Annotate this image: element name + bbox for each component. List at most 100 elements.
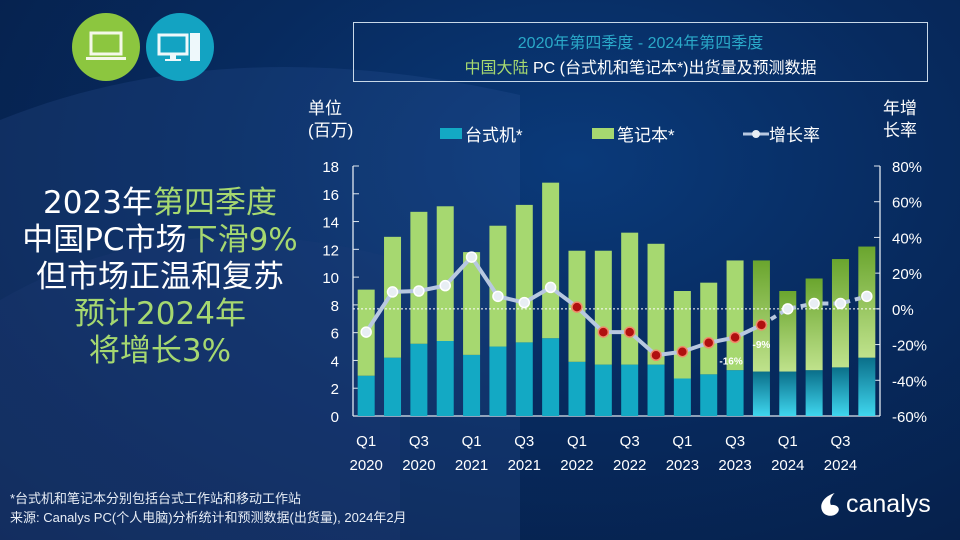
bar-notebook	[410, 211, 428, 344]
growth-point	[702, 337, 715, 349]
legend-desktop: 台式机*	[440, 121, 523, 146]
x-tick-label: 2022	[560, 457, 593, 474]
bar-notebook	[542, 182, 560, 339]
growth-point	[782, 303, 794, 315]
growth-point	[808, 297, 820, 310]
bar-notebook	[673, 291, 691, 379]
x-tick-label: Q3	[620, 433, 640, 450]
data-label: -16%	[719, 356, 742, 367]
bar-desktop	[831, 367, 849, 416]
y2-tick-label: -60%	[892, 409, 927, 426]
growth-point	[650, 349, 662, 362]
source-note: 来源: Canalys PC(个人电脑)分析统计和预测数据(出货量), 2024…	[10, 510, 407, 525]
growth-point	[597, 326, 610, 338]
y-axis-label-line: 单位	[308, 99, 342, 118]
growth-point	[676, 345, 689, 358]
x-tick-label: Q3	[830, 433, 850, 450]
canalys-logo: canalys	[818, 490, 948, 519]
x-tick-label: 2022	[613, 457, 646, 474]
y2-tick-label: -40%	[892, 373, 927, 390]
x-tick-label: Q1	[778, 433, 798, 450]
x-tick-label: 2020	[402, 457, 435, 474]
logo-text: canalys	[846, 490, 931, 518]
bar-notebook	[647, 243, 665, 365]
legend-label: 台式机*	[465, 126, 523, 145]
bar-desktop	[779, 371, 797, 416]
bar-notebook	[489, 225, 507, 347]
bar-notebook	[831, 259, 849, 368]
bar-desktop	[410, 343, 428, 416]
chart-title-box: 2020年第四季度 - 2024年第四季度 中国大陆 PC (台式机和笔记本*)…	[353, 22, 928, 82]
footer: *台式机和笔记本分别包括台式工作站和移动工作站 来源: Canalys PC(个…	[10, 489, 407, 527]
bar-desktop	[673, 378, 691, 416]
growth-line	[364, 253, 763, 358]
y-tick-label: 18	[322, 159, 339, 176]
headline-text: 2023年	[43, 185, 153, 221]
y-tick-label: 14	[322, 215, 339, 232]
legend-label: 笔记本*	[617, 126, 675, 145]
legend-swatch	[592, 128, 614, 139]
x-tick-label: Q1	[567, 433, 587, 450]
growth-point	[360, 326, 372, 338]
legend-notebook: 笔记本*	[592, 121, 675, 146]
bar-notebook	[726, 260, 744, 371]
bar-notebook	[700, 282, 718, 375]
y2-tick-label: -20%	[892, 338, 927, 355]
y-tick-label: 0	[331, 409, 339, 426]
bar-desktop	[621, 364, 639, 416]
x-tick-label: 2021	[508, 457, 541, 474]
y2-tick-label: 20%	[892, 266, 922, 283]
growth-point	[544, 281, 557, 294]
bar-notebook	[594, 250, 612, 365]
x-tick-label: 2023	[718, 457, 751, 474]
y-tick-label: 2	[331, 381, 339, 398]
x-tick-label: Q3	[409, 433, 429, 450]
x-tick-label: 2024	[771, 457, 804, 474]
y-tick-label: 6	[331, 326, 339, 343]
headline-text: 但市场正温和复苏	[36, 259, 284, 295]
bar-notebook	[436, 206, 454, 341]
y-axis-label: 单位 (百万)	[308, 98, 353, 142]
logo-icon	[821, 492, 839, 516]
bar-desktop	[752, 371, 770, 416]
bar-desktop	[568, 361, 586, 416]
headline: 2023年第四季度 中国PC市场下滑9% 但市场正温和复苏 预计2024年 将增…	[10, 185, 310, 370]
bar-desktop	[858, 357, 876, 416]
background-swoosh	[0, 236, 400, 540]
x-tick-label: Q1	[672, 433, 692, 450]
y2-axis-label-line: 年增	[883, 99, 917, 118]
growth-point	[465, 251, 478, 263]
growth-point	[492, 290, 504, 303]
bar-desktop	[594, 364, 612, 416]
growth-point	[571, 301, 583, 313]
x-tick-label: Q3	[725, 433, 745, 450]
footnote: *台式机和笔记本分别包括台式工作站和移动工作站	[10, 491, 302, 506]
x-tick-label: 2021	[455, 457, 488, 474]
legend-label: 增长率	[769, 126, 820, 145]
x-tick-label: 2023	[666, 457, 699, 474]
growth-point	[439, 279, 451, 292]
bar-notebook	[752, 260, 770, 372]
bar-notebook	[779, 291, 797, 372]
legend-growth: 增长率	[743, 121, 820, 146]
headline-text: 预计2024年	[74, 296, 246, 332]
background-swoosh	[0, 67, 520, 540]
x-tick-label: Q1	[356, 433, 376, 450]
bar-notebook	[515, 204, 533, 343]
y-tick-label: 8	[331, 298, 339, 315]
y2-tick-label: 0%	[892, 302, 914, 319]
growth-point	[834, 297, 847, 310]
y-tick-label: 10	[322, 270, 339, 287]
headline-text: 将增长3%	[88, 333, 232, 369]
bar-desktop	[542, 338, 560, 416]
bar-desktop	[463, 354, 481, 416]
y-tick-label: 4	[331, 353, 339, 370]
bar-desktop	[805, 370, 823, 416]
legend-line-marker	[743, 129, 769, 138]
growth-point	[729, 331, 741, 344]
y2-axis-label-line: 长率	[883, 121, 917, 140]
bar-desktop	[726, 370, 744, 416]
bar-desktop	[384, 357, 402, 416]
data-label: -9%	[753, 340, 771, 351]
